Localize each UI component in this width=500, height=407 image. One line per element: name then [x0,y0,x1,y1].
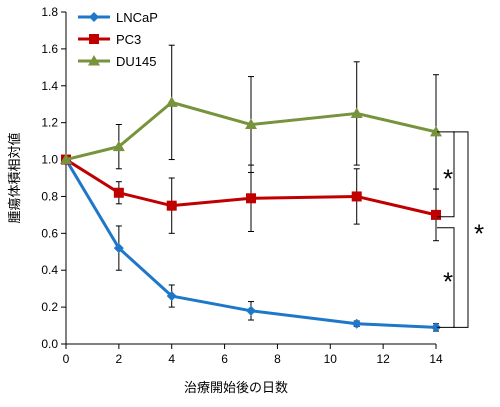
data-point [351,191,362,202]
series-pc3 [61,154,441,242]
data-point [166,200,177,211]
series-line [65,158,437,217]
data-point [113,243,124,254]
x-tick-label: 10 [324,352,338,366]
significance-star: * [474,219,484,249]
significance-star: * [443,267,453,297]
data-point [245,118,257,130]
legend-marker [89,34,99,44]
x-tick-label: 4 [168,352,175,366]
data-point [431,209,441,220]
significance-bracket: * [437,131,455,218]
data-point [351,318,362,329]
legend-item-pc3: PC3 [78,32,141,47]
data-point [165,96,178,107]
legend-item-lncap: LNCaP [78,10,158,25]
data-point [113,187,124,198]
series-du145 [60,44,442,190]
legend-label: DU145 [116,54,156,69]
series-lncap [61,154,441,333]
x-tick-label: 6 [221,352,228,366]
legend-marker [88,55,100,66]
data-point [246,193,256,204]
x-tick-label: 12 [376,352,390,366]
significance-bracket: * [453,131,484,328]
significance-bracket: * [437,227,455,328]
legend-label: LNCaP [116,10,158,25]
bracket-line [437,131,455,218]
y-tick-label: 0.4 [41,263,58,277]
x-tick-label: 0 [63,352,70,366]
data-point [430,125,442,137]
bracket-line [437,227,455,328]
y-tick-label: 1.0 [41,153,58,167]
y-axis-title: 腫瘍体積相対値 [7,132,23,223]
x-tick-label: 14 [429,352,443,366]
y-tick-label: 1.4 [41,79,58,93]
legend-marker [89,12,99,22]
y-tick-label: 0.8 [41,189,58,203]
series-layer [60,44,442,333]
legend-item-du145: DU145 [78,54,156,69]
significance-star: * [443,163,453,193]
data-point [350,107,363,118]
series-line [64,158,437,329]
significance-brackets: * * * [437,131,484,328]
x-tick-label: 8 [274,352,281,366]
y-tick-label: 0.6 [41,226,58,240]
legend: LNCaP PC3 DU145 [78,10,158,69]
axes: 0.0 0.2 0.4 0.6 0.8 1.0 1.2 1.4 1.6 1.8 0 2 4 6 8 10 12 1… [41,5,443,366]
data-point [112,140,125,152]
data-point [246,305,256,316]
y-tick-label: 1.2 [41,116,58,130]
series-line [65,100,437,162]
y-tick-label: 0.0 [41,337,58,351]
y-tick-label: 0.2 [41,300,58,314]
y-tick-label: 1.6 [41,42,58,56]
legend-label: PC3 [116,32,141,47]
x-tick-label: 2 [116,352,123,366]
data-point [431,322,441,333]
data-point [60,153,72,165]
y-tick-label: 1.8 [41,5,58,19]
data-point [166,291,177,302]
x-axis-title: 治療開始後の日数 [184,381,288,396]
bracket-line [453,131,469,328]
